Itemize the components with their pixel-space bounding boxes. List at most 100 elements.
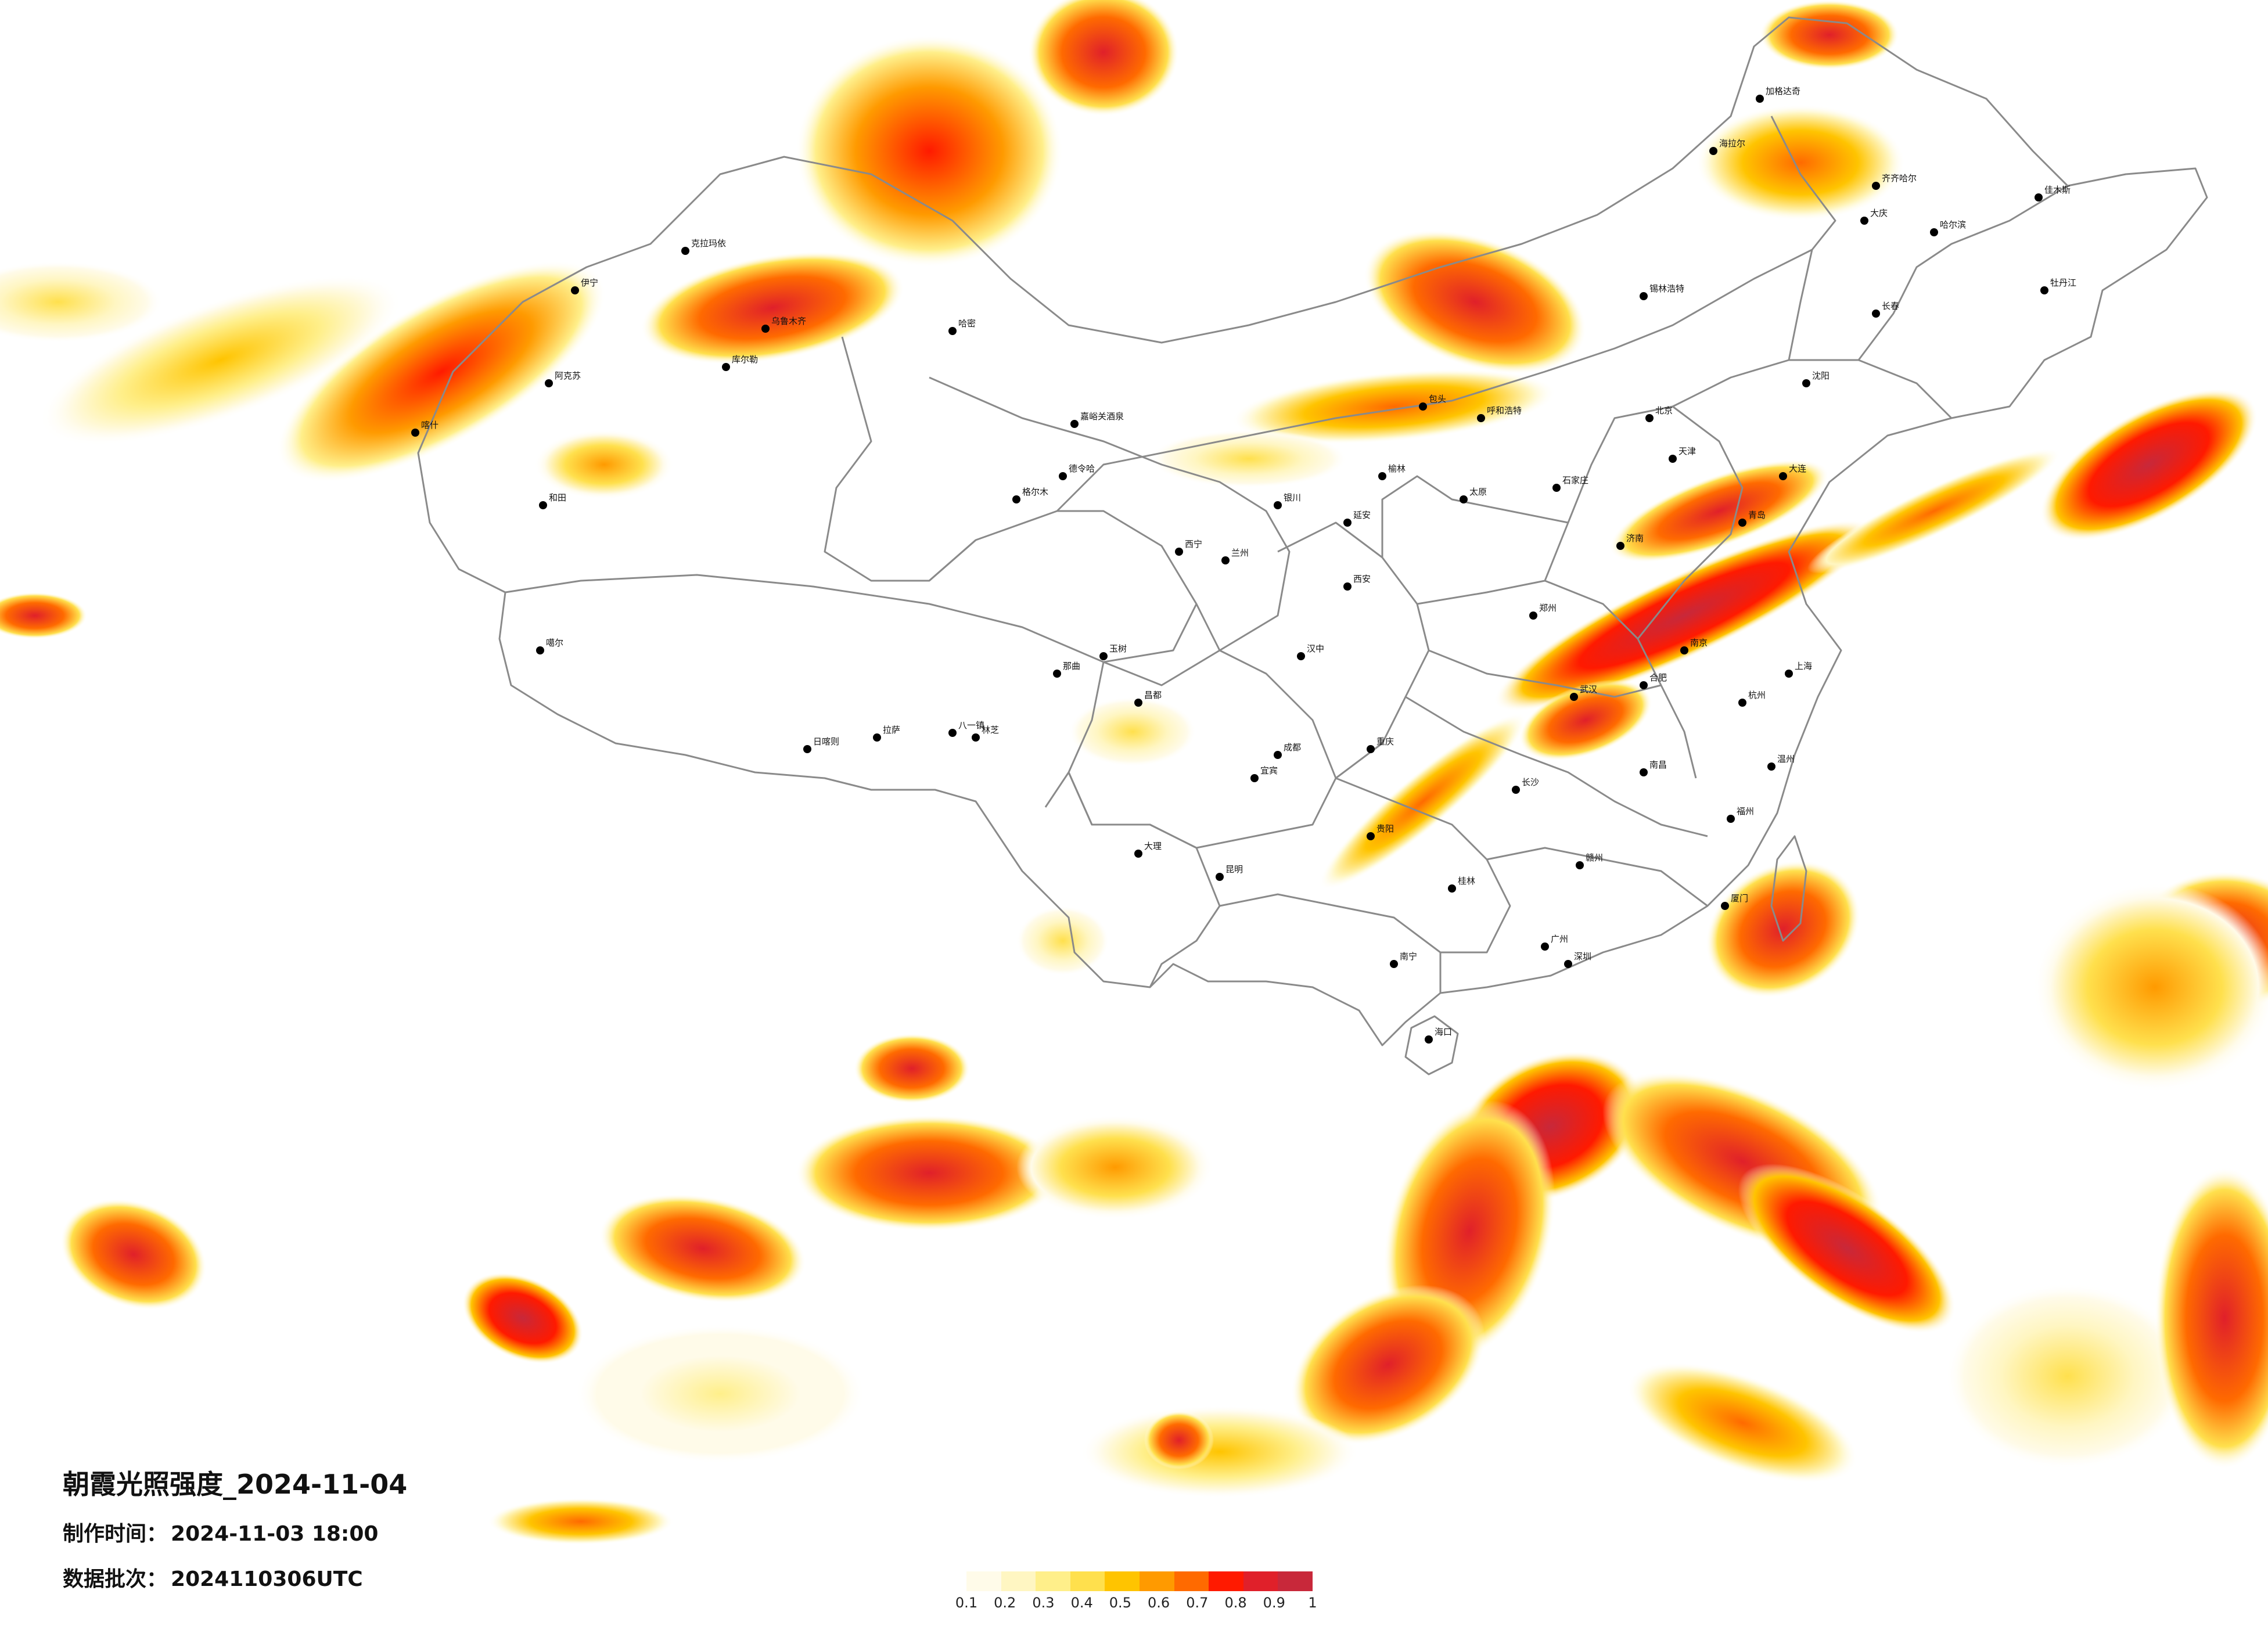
intensity-patch (1609, 459, 1830, 563)
city-label: 和田 (549, 492, 566, 503)
city-dot (1274, 501, 1282, 509)
intensity-patch (488, 1498, 674, 1545)
intensity-patch (1069, 697, 1196, 767)
city-dot (2035, 193, 2043, 202)
intensity-patch (39, 275, 402, 445)
city-label: 林芝 (982, 725, 999, 735)
city-label: 榆林 (1388, 463, 1406, 474)
city-dot (1343, 519, 1352, 527)
city-dot (1779, 472, 1787, 480)
city-label: 拉萨 (883, 725, 900, 735)
legend-ticks: 0.1 0.2 0.3 0.4 0.5 0.6 0.7 0.8 0.9 1 (955, 1595, 1317, 1612)
intensity-patch (534, 430, 674, 499)
legend-swatch (1105, 1571, 1140, 1591)
intensity-patch (1738, 1163, 1956, 1334)
city-dot (1640, 681, 1648, 689)
legend-swatch (1174, 1571, 1209, 1591)
city-label: 北京 (1655, 405, 1673, 416)
city-label: 嘉峪关酒泉 (1080, 411, 1124, 422)
city-dot (803, 745, 811, 753)
city-dot (1070, 420, 1079, 428)
intensity-patch (1705, 860, 1861, 998)
legend-tick-label: 1 (1308, 1595, 1317, 1611)
data-batch: 数据批次： 2024110306UTC (63, 1562, 363, 1592)
city-label: 厦门 (1731, 893, 1748, 904)
city-label: 济南 (1626, 533, 1644, 544)
city-dot (1738, 699, 1746, 707)
city-dot (948, 327, 957, 335)
city-label: 格尔木 (1022, 487, 1048, 497)
city-dot (1872, 182, 1880, 190)
production-time: 制作时间： 2024-11-03 18:00 (63, 1517, 378, 1547)
intensity-patch (1028, 0, 1179, 116)
city-label: 深圳 (1574, 951, 1591, 962)
city-label: 赣州 (1586, 852, 1603, 863)
city-dot (1640, 768, 1648, 776)
city-label: 大连 (1789, 463, 1806, 474)
city-dot (1216, 873, 1224, 881)
city-label: 青岛 (1748, 510, 1766, 520)
city-label: 西安 (1353, 574, 1371, 584)
legend-tick-label: 0.3 (1032, 1595, 1055, 1611)
city-label: 包头 (1429, 394, 1446, 404)
city-label: 延安 (1353, 510, 1371, 520)
guangxi-border (1219, 893, 1442, 993)
city-dot (972, 733, 980, 742)
city-label: 牡丹江 (2050, 278, 2076, 288)
legend-swatch (1139, 1571, 1174, 1591)
legend-tick-label: 0.1 (955, 1595, 978, 1611)
legend-swatch (966, 1571, 1001, 1591)
city-dot (1425, 1035, 1433, 1044)
legend-tick-label: 0.4 (1070, 1595, 1093, 1611)
city-label: 海口 (1435, 1027, 1452, 1037)
city-dot (1512, 786, 1520, 794)
city-dot (1785, 670, 1793, 678)
city-dot (1552, 484, 1561, 492)
intensity-patch (2033, 883, 2268, 1092)
production-time-label: 制作时间： (63, 1522, 168, 1546)
city-dot (1343, 582, 1352, 591)
city-label: 玉树 (1109, 643, 1127, 654)
qinghai-border (929, 510, 1198, 663)
intensity-patch (1494, 520, 1875, 711)
city-label: 兰州 (1231, 548, 1249, 558)
intensity-patch (599, 1194, 806, 1303)
city-dot (536, 646, 544, 654)
city-label: 长春 (1882, 301, 1899, 311)
hainan-island (1404, 1015, 1459, 1075)
intensity-patch (1016, 906, 1109, 976)
intensity-patch (2040, 388, 2258, 541)
legend-tick-label: 0.5 (1109, 1595, 1131, 1611)
city-dot (1616, 542, 1624, 550)
city-label: 喀什 (421, 420, 438, 430)
intensity-patch (796, 35, 1063, 267)
city-dot (1756, 95, 1764, 103)
city-label: 银川 (1284, 492, 1301, 503)
city-dot (1250, 774, 1259, 782)
intensity-patch (1519, 679, 1652, 761)
city-label: 锡林浩特 (1649, 283, 1684, 294)
intensity-patch (2155, 1167, 2268, 1469)
city-dot (1564, 960, 1572, 968)
city-dot (1378, 472, 1386, 480)
city-label: 加格达奇 (1766, 86, 1800, 96)
city-dot (1727, 815, 1735, 823)
city-label: 沈阳 (1812, 370, 1830, 381)
city-dot (539, 501, 547, 509)
city-dot (1221, 556, 1230, 564)
city-dot (873, 733, 881, 742)
city-label: 成都 (1284, 742, 1301, 753)
city-dot (1274, 751, 1282, 759)
intensity-patch (1807, 448, 2061, 574)
city-dot (1477, 414, 1485, 422)
city-dot (1721, 902, 1729, 910)
intensity-patch (0, 592, 87, 639)
city-dot (1059, 472, 1067, 480)
city-label: 南昌 (1649, 760, 1667, 770)
city-label: 天津 (1678, 446, 1696, 456)
city-dot (1012, 495, 1020, 503)
city-dot (1576, 861, 1584, 869)
city-label: 德令哈 (1069, 463, 1095, 474)
city-dot (681, 247, 689, 255)
